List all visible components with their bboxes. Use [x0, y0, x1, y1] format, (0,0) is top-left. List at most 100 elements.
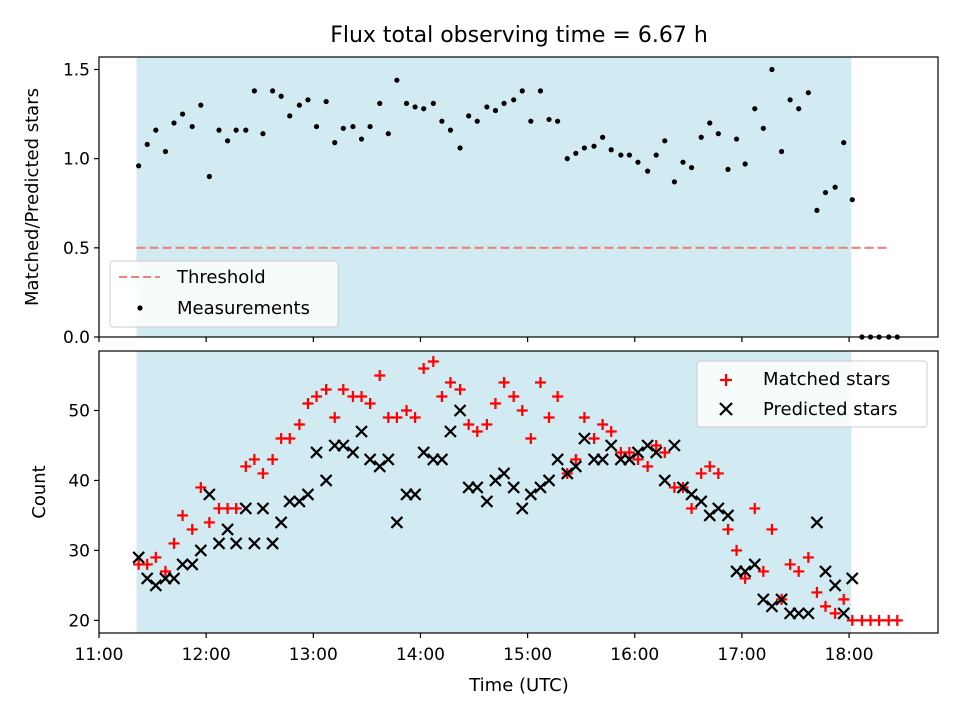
measurement-point — [600, 134, 606, 140]
bottom-panel: 20 30 40 50 11:00 12:00 13:00 14:00 15:00 16:00 17… — [29, 350, 939, 665]
measurement-point — [546, 116, 552, 123]
measurement-point — [841, 140, 847, 146]
matched-star-point — [436, 390, 448, 402]
matched-star-point — [329, 411, 341, 423]
predicted-star-point — [194, 544, 208, 557]
measurement-point — [377, 100, 383, 106]
predicted-star-point — [560, 467, 574, 480]
matched-star-point — [508, 390, 520, 402]
bottom-legend-box — [696, 360, 928, 428]
measurement-point — [645, 168, 651, 174]
measurement-point — [287, 113, 293, 119]
measurement-point — [537, 88, 544, 94]
matched-star-point — [838, 593, 850, 605]
matched-star-point — [471, 425, 483, 437]
measurement-point — [447, 127, 454, 133]
x-tick-label: 15:00 — [503, 645, 552, 665]
predicted-star-point — [515, 502, 529, 515]
predicted-star-point — [802, 607, 815, 620]
measurement-point — [626, 152, 633, 158]
predicted-star-point — [497, 467, 511, 480]
matched-star-point — [284, 432, 296, 444]
axes-frame — [98, 56, 939, 338]
predicted-star-point — [337, 439, 350, 452]
matched-star-point — [570, 453, 582, 465]
y-tick-label: 20 — [68, 611, 90, 631]
x-tick-label: 14:00 — [396, 645, 445, 665]
measurement-point — [350, 123, 356, 130]
measurement-point — [635, 159, 641, 165]
x-tick-label: 11:00 — [75, 645, 124, 665]
x-axis-label: Time (UTC) — [468, 675, 569, 696]
measurement-point — [278, 93, 284, 99]
matched-star-point — [686, 502, 698, 514]
predicted-star-point — [828, 579, 842, 592]
matched-star-point — [695, 467, 707, 479]
matched-star-point — [203, 516, 215, 528]
predicted-star-point — [221, 523, 234, 536]
predicted-star-point — [631, 446, 645, 459]
measurement-point — [564, 156, 570, 162]
axes-frame — [98, 350, 939, 634]
predicted-star-point — [167, 572, 181, 585]
bottom-axes: 20 30 40 50 11:00 12:00 13:00 14:00 15:00 16:00 17… — [68, 350, 939, 665]
matched-star-point — [257, 467, 269, 479]
measurement-point — [707, 120, 713, 126]
legend-measurements-label: Measurements — [177, 298, 310, 319]
measurement-point — [787, 97, 793, 103]
measurement-point — [778, 148, 785, 155]
measurement-point — [680, 159, 686, 165]
x-tick-label: 12:00 — [182, 645, 231, 665]
matched-star-point — [311, 390, 323, 402]
matched-star-point — [873, 614, 885, 626]
matched-star-points — [133, 355, 903, 626]
predicted-star-point — [604, 439, 618, 452]
measurement-point — [555, 118, 561, 124]
predicted-star-point — [149, 579, 163, 592]
measurement-point — [421, 106, 427, 112]
bottom-y-axis-label: Count — [29, 465, 50, 518]
matched-star-point — [391, 411, 403, 423]
matched-star-point — [757, 565, 769, 577]
matched-star-point — [793, 565, 805, 577]
measurement-point — [243, 127, 249, 133]
matched-star-point — [811, 586, 823, 598]
legend-measurements-swatch — [137, 305, 143, 311]
predicted-star-point — [596, 453, 609, 466]
predicted-star-point — [453, 404, 467, 417]
top-legend: Threshold Measurements — [109, 260, 339, 328]
matched-star-point — [588, 432, 600, 444]
measurement-point — [573, 150, 579, 156]
matched-star-point — [516, 404, 528, 416]
matched-star-point — [150, 551, 162, 563]
predicted-star-point — [846, 572, 859, 585]
matched-star-point — [846, 614, 858, 626]
matched-star-point — [454, 383, 466, 395]
predicted-star-point — [229, 537, 243, 550]
matched-star-point — [240, 460, 252, 472]
matched-star-point — [659, 446, 671, 458]
measurement-point — [136, 163, 142, 169]
matched-star-point — [605, 425, 617, 437]
measurement-point — [698, 134, 704, 140]
predicted-star-point — [203, 488, 216, 501]
predicted-star-point — [444, 425, 457, 438]
predicted-star-point — [658, 474, 672, 487]
x-tick-label: 18:00 — [825, 645, 874, 665]
legend-threshold-label: Threshold — [176, 267, 266, 288]
measurement-point — [688, 164, 695, 171]
top-panel: 0.0 0.5 1.0 1.5 Matched/Predicted stars Thr… — [22, 56, 939, 348]
matched-star-point — [320, 383, 332, 395]
legend-predicted-swatch — [719, 402, 733, 416]
matched-star-point — [409, 411, 421, 423]
matched-star-point — [374, 369, 386, 381]
measurement-point — [501, 100, 507, 106]
measurement-point — [305, 97, 311, 103]
predicted-star-point — [470, 481, 484, 494]
y-tick-label: 50 — [68, 401, 90, 421]
predicted-star-point — [435, 453, 449, 466]
predicted-star-point — [748, 558, 762, 571]
predicted-star-point — [310, 446, 323, 459]
predicted-star-point — [641, 439, 654, 452]
matched-star-point — [632, 453, 644, 465]
